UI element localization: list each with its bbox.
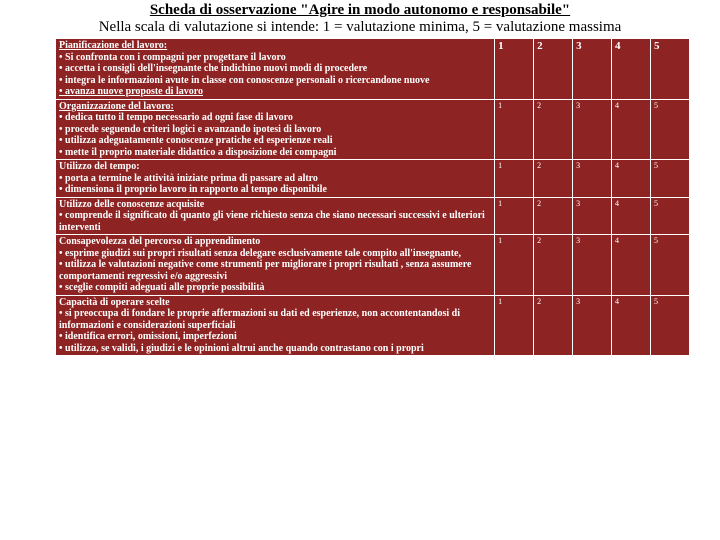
score-cell: 1 (495, 197, 534, 235)
page-title: Scheda di osservazione "Agire in modo au… (0, 2, 720, 19)
bullet: • esprime giudizi sui propri risultati s… (59, 248, 461, 259)
score-cell: 1 (495, 39, 534, 100)
score-cell: 5 (650, 99, 689, 160)
bullet: • utilizza, se validi, i giudizi e le op… (59, 343, 424, 354)
score-cell: 2 (534, 99, 573, 160)
score-cell: 5 (650, 235, 689, 296)
score-cell: 2 (534, 39, 573, 100)
section-head: Pianificazione del lavoro: (59, 40, 167, 51)
score-cell: 4 (612, 99, 651, 160)
score-cell: 4 (612, 160, 651, 198)
bullet: • dimensiona il proprio lavoro in rappor… (59, 184, 327, 195)
bullet: • utilizza adeguatamente conoscenze prat… (59, 135, 333, 146)
bullet: • comprende il significato di quanto gli… (59, 210, 485, 233)
score-cell: 3 (573, 39, 612, 100)
bullet: • dedica tutto il tempo necessario ad og… (59, 112, 293, 123)
page-subtitle: Nella scala di valutazione si intende: 1… (0, 19, 720, 38)
score-cell: 4 (612, 197, 651, 235)
table-row: Capacità di operare scelte • si preoccup… (56, 295, 690, 356)
score-cell: 1 (495, 99, 534, 160)
bullet: • accetta i consigli dell'insegnante che… (59, 63, 367, 74)
bullet: • si preoccupa di fondare le proprie aff… (59, 308, 460, 331)
score-cell: 4 (612, 235, 651, 296)
section-head: Consapevolezza del percorso di apprendim… (59, 236, 260, 247)
score-cell: 2 (534, 160, 573, 198)
bullet: • integra le informazioni avute in class… (59, 75, 430, 86)
bullet: • mette il proprio materiale didattico a… (59, 147, 336, 158)
score-cell: 3 (573, 197, 612, 235)
rubric-table: Pianificazione del lavoro: • Si confront… (55, 38, 690, 356)
score-cell: 1 (495, 160, 534, 198)
bullet: • avanza nuove proposte di lavoro (59, 86, 203, 97)
score-cell: 5 (650, 39, 689, 100)
score-cell: 3 (573, 99, 612, 160)
table-row: Consapevolezza del percorso di apprendim… (56, 235, 690, 296)
bullet: • sceglie compiti adeguati alle proprie … (59, 282, 265, 293)
score-cell: 5 (650, 160, 689, 198)
table-row: Organizzazione del lavoro: • dedica tutt… (56, 99, 690, 160)
bullet: • identifica errori, omissioni, imperfez… (59, 331, 237, 342)
score-cell: 5 (650, 197, 689, 235)
section-head: Capacità di operare scelte (59, 297, 170, 308)
bullet: • Si confronta con i compagni per proget… (59, 52, 286, 63)
score-cell: 4 (612, 39, 651, 100)
score-cell: 2 (534, 295, 573, 356)
section-head: Utilizzo del tempo: (59, 161, 140, 172)
table-row: Utilizzo del tempo: • porta a termine le… (56, 160, 690, 198)
bullet: • procede seguendo criteri logici e avan… (59, 124, 321, 135)
table-row: Utilizzo delle conoscenze acquisite • co… (56, 197, 690, 235)
bullet: • porta a termine le attività iniziate p… (59, 173, 318, 184)
score-cell: 3 (573, 160, 612, 198)
score-cell: 2 (534, 197, 573, 235)
score-cell: 2 (534, 235, 573, 296)
section-head: Utilizzo delle conoscenze acquisite (59, 199, 204, 210)
bullet: • utilizza le valutazioni negative come … (59, 259, 471, 282)
score-cell: 1 (495, 235, 534, 296)
score-cell: 4 (612, 295, 651, 356)
table-row: Pianificazione del lavoro: • Si confront… (56, 39, 690, 100)
score-cell: 5 (650, 295, 689, 356)
section-head: Organizzazione del lavoro: (59, 101, 174, 112)
score-cell: 3 (573, 235, 612, 296)
score-cell: 3 (573, 295, 612, 356)
score-cell: 1 (495, 295, 534, 356)
